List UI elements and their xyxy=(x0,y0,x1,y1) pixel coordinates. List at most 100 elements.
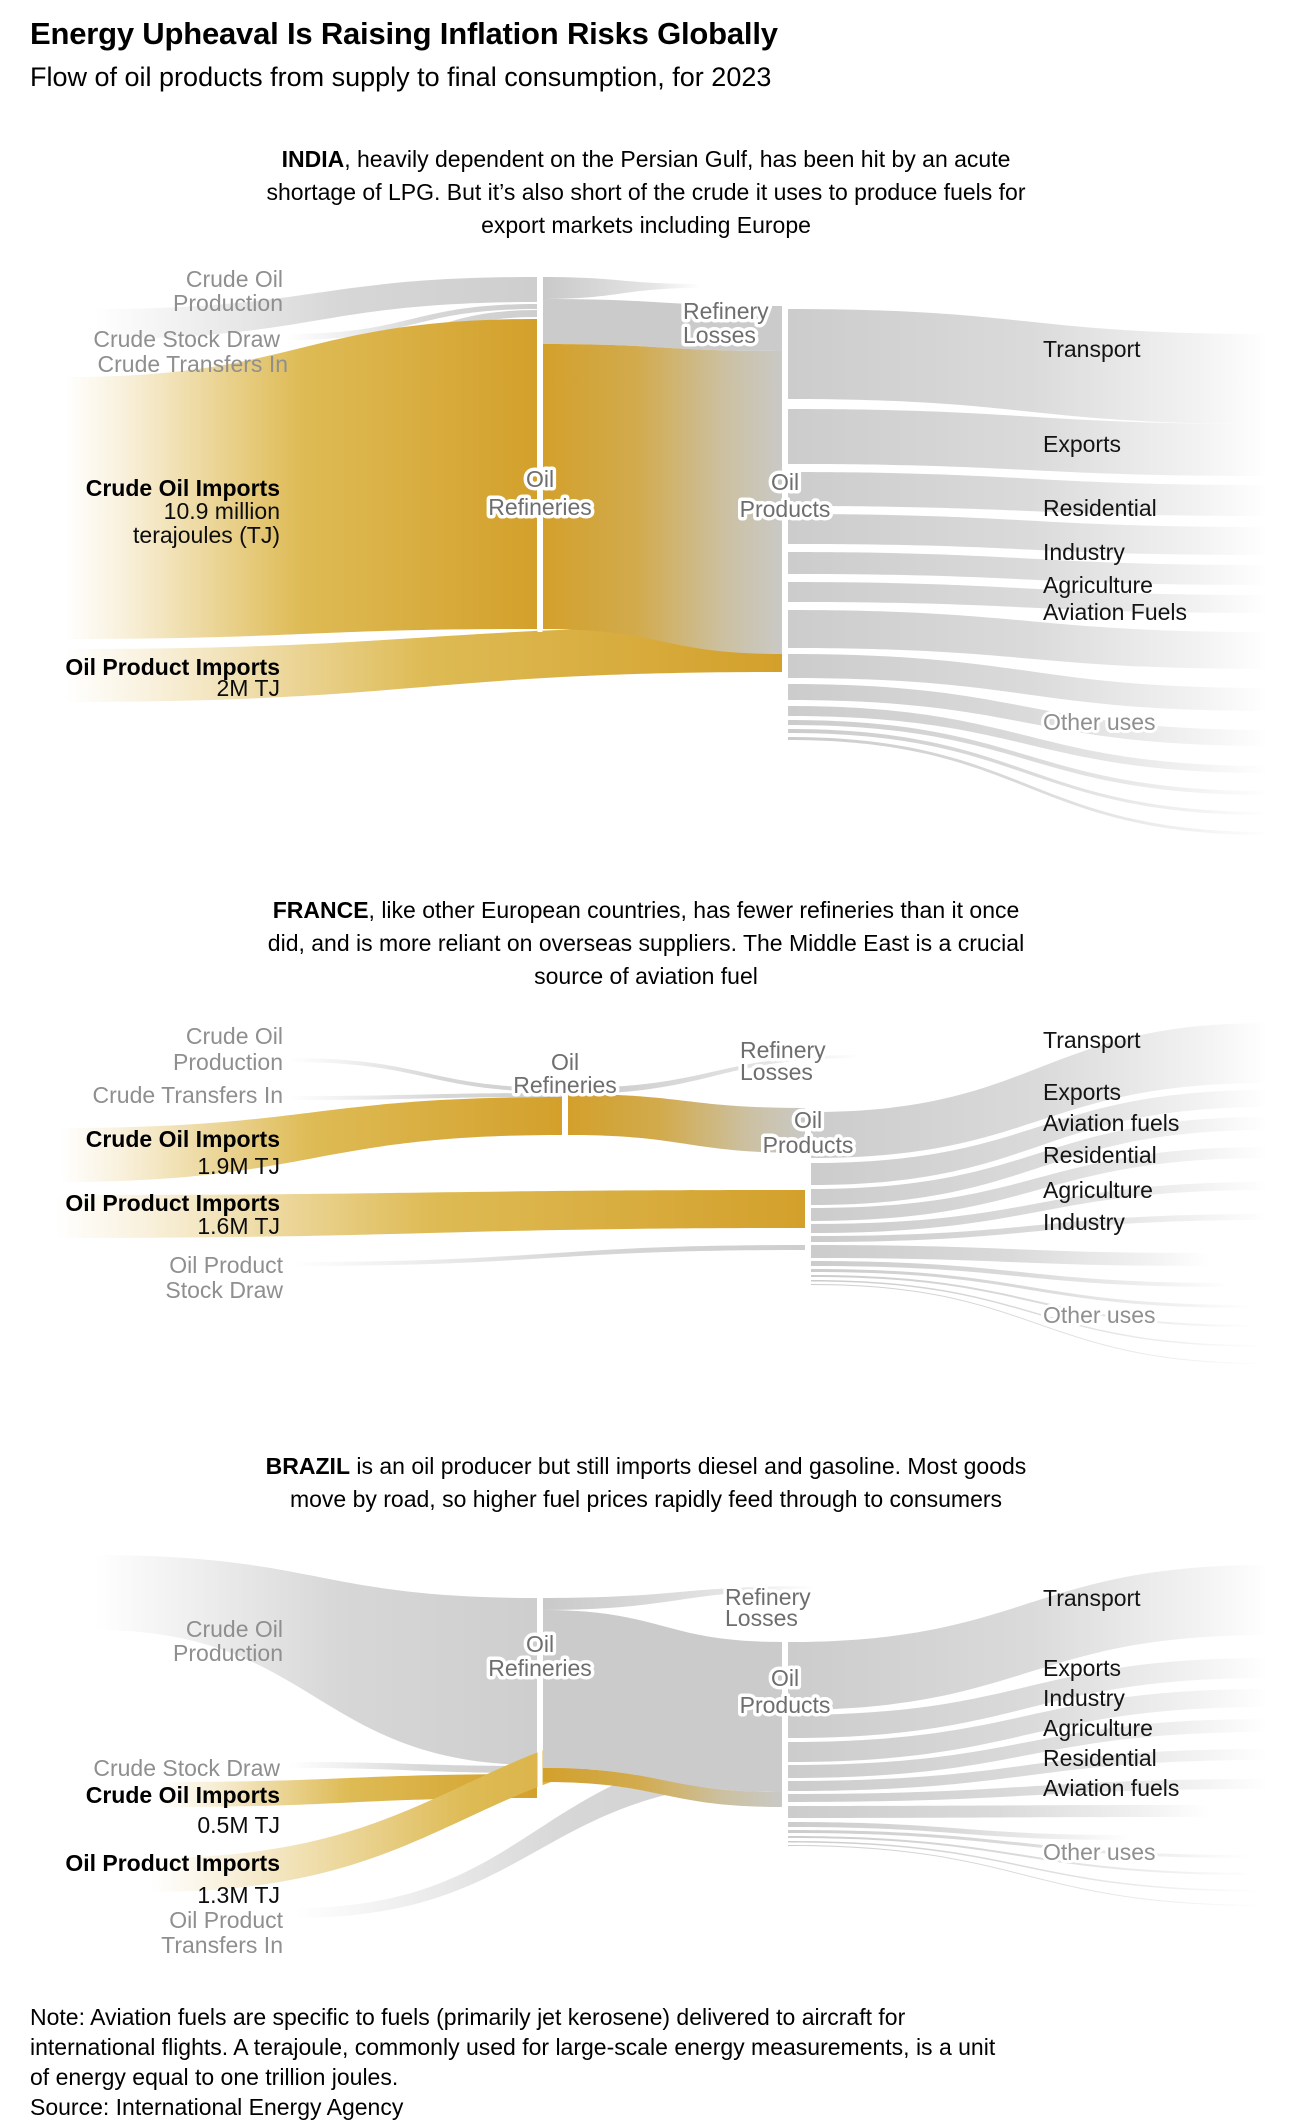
source-label: Production xyxy=(173,290,283,316)
flow-band xyxy=(543,1610,782,1792)
flow-band xyxy=(788,309,1268,424)
loss-label: Losses xyxy=(740,1059,813,1085)
destination-label: Industry xyxy=(1043,1685,1125,1711)
flow-band xyxy=(290,1093,562,1100)
flow-band xyxy=(543,1768,782,1807)
destination-label: Other uses xyxy=(1043,709,1156,735)
source-label: Crude Oil xyxy=(186,1616,283,1642)
loss-label: Refinery xyxy=(740,1037,826,1063)
country-name-india: INDIA xyxy=(281,146,345,172)
source-value: 1.9M TJ xyxy=(197,1153,280,1179)
node-label: Products xyxy=(763,1132,854,1158)
destination-label: Exports xyxy=(1043,431,1121,457)
node-bar-oil-products xyxy=(782,304,788,742)
flow-band xyxy=(788,1749,1268,1791)
flow-band xyxy=(788,1830,1250,1858)
page-subtitle: Flow of oil products from supply to fina… xyxy=(30,62,772,92)
destination-label: Industry xyxy=(1043,1209,1125,1235)
destination-label: Other uses xyxy=(1043,1302,1156,1328)
source-label: Crude Stock Draw xyxy=(93,326,280,352)
flow-band xyxy=(788,729,1268,815)
node-label: Oil xyxy=(794,1107,822,1133)
destination-label: Agriculture xyxy=(1043,1715,1153,1741)
node-label: Refineries xyxy=(513,1072,617,1098)
source-label: Oil Product xyxy=(169,1252,283,1278)
source-value: 2M TJ xyxy=(217,675,280,701)
flow-band xyxy=(788,1836,1255,1875)
page-title: Energy Upheaval Is Raising Inflation Ris… xyxy=(30,16,778,51)
node-label: Oil xyxy=(526,466,554,492)
source-value: 1.6M TJ xyxy=(197,1213,280,1239)
node-label: Products xyxy=(740,1692,831,1718)
flow-band xyxy=(811,1245,1210,1266)
source-value: terajoules (TJ) xyxy=(133,522,280,548)
flow-band xyxy=(55,1190,805,1238)
flow-band xyxy=(543,344,782,654)
flow-band xyxy=(290,1245,805,1266)
source-label: Oil Product Imports xyxy=(65,654,280,680)
destination-label: Aviation fuels xyxy=(1043,1775,1179,1801)
destination-label: Residential xyxy=(1043,495,1157,521)
source-label: Transfers In xyxy=(161,1932,283,1958)
node-label: Oil xyxy=(551,1049,579,1075)
node-bar-oil-refineries xyxy=(537,274,543,632)
flow-band xyxy=(60,1097,562,1182)
node-label: Refineries xyxy=(488,494,592,520)
destination-label: Industry xyxy=(1043,539,1125,565)
flow-band xyxy=(788,684,1268,746)
intro-text: shortage of LPG. But it’s also short of … xyxy=(266,179,1026,205)
flow-band xyxy=(788,582,1268,613)
flow-band xyxy=(788,1779,1268,1802)
flow-band xyxy=(788,552,1268,585)
flow-band xyxy=(543,1586,815,1610)
intro-text: source of aviation fuel xyxy=(534,963,758,989)
section-intro-india: INDIA, heavily dependent on the Persian … xyxy=(20,143,1272,242)
destination-label: Exports xyxy=(1043,1079,1121,1105)
intro-text: did, and is more reliant on overseas sup… xyxy=(267,930,1025,956)
flow-band xyxy=(65,626,782,702)
loss-label: Losses xyxy=(683,322,756,348)
source-label: Crude Oil Imports xyxy=(86,1126,280,1152)
node-label: Oil xyxy=(771,469,799,495)
flow-band xyxy=(788,514,1268,555)
destination-label: Residential xyxy=(1043,1745,1157,1771)
source-label: Crude Oil xyxy=(186,1023,283,1049)
intro-text: , like other European countries, has few… xyxy=(368,897,1020,923)
flow-band xyxy=(811,1261,1230,1287)
loss-label: Refinery xyxy=(683,298,769,324)
loss-label: Losses xyxy=(725,1605,798,1631)
destination-label: Transport xyxy=(1043,1585,1141,1611)
flow-band xyxy=(811,1090,1268,1185)
flow-band xyxy=(788,1565,1268,1710)
flow-band xyxy=(95,1555,537,1765)
flow-band xyxy=(568,1055,860,1094)
node-bar-oil-refineries xyxy=(537,1595,543,1802)
country-name-france: FRANCE xyxy=(272,897,369,923)
destination-label: Residential xyxy=(1043,1142,1157,1168)
section-intro-brazil: BRAZIL is an oil producer but still impo… xyxy=(20,1450,1272,1516)
flow-band xyxy=(788,706,1268,773)
source-label: Crude Oil Imports xyxy=(86,475,280,501)
flow-band xyxy=(543,299,782,351)
footnote: Note: Aviation fuels are specific to fue… xyxy=(30,2002,1292,2122)
node-label: Oil xyxy=(526,1631,554,1657)
node-label: Oil xyxy=(771,1665,799,1691)
source-label: Crude Oil Imports xyxy=(86,1782,280,1808)
country-name-brazil: BRAZIL xyxy=(265,1453,350,1479)
source-value: 0.5M TJ xyxy=(197,1812,280,1838)
source-label: Crude Stock Draw xyxy=(93,1755,280,1781)
flow-band xyxy=(788,720,1268,795)
source-label: Stock Draw xyxy=(165,1277,283,1303)
intro-text: , heavily dependent on the Persian Gulf,… xyxy=(344,146,1011,172)
source-value: 1.3M TJ xyxy=(197,1882,280,1908)
flow-band xyxy=(568,1094,805,1153)
node-label: Products xyxy=(740,496,831,522)
node-label: Refineries xyxy=(488,1655,592,1681)
flow-band xyxy=(290,1762,537,1773)
intro-text: move by road, so higher fuel prices rapi… xyxy=(289,1486,1003,1512)
flow-band xyxy=(788,1658,1268,1738)
source-label: Crude Transfers In xyxy=(98,351,288,377)
destination-label: Transport xyxy=(1043,336,1141,362)
